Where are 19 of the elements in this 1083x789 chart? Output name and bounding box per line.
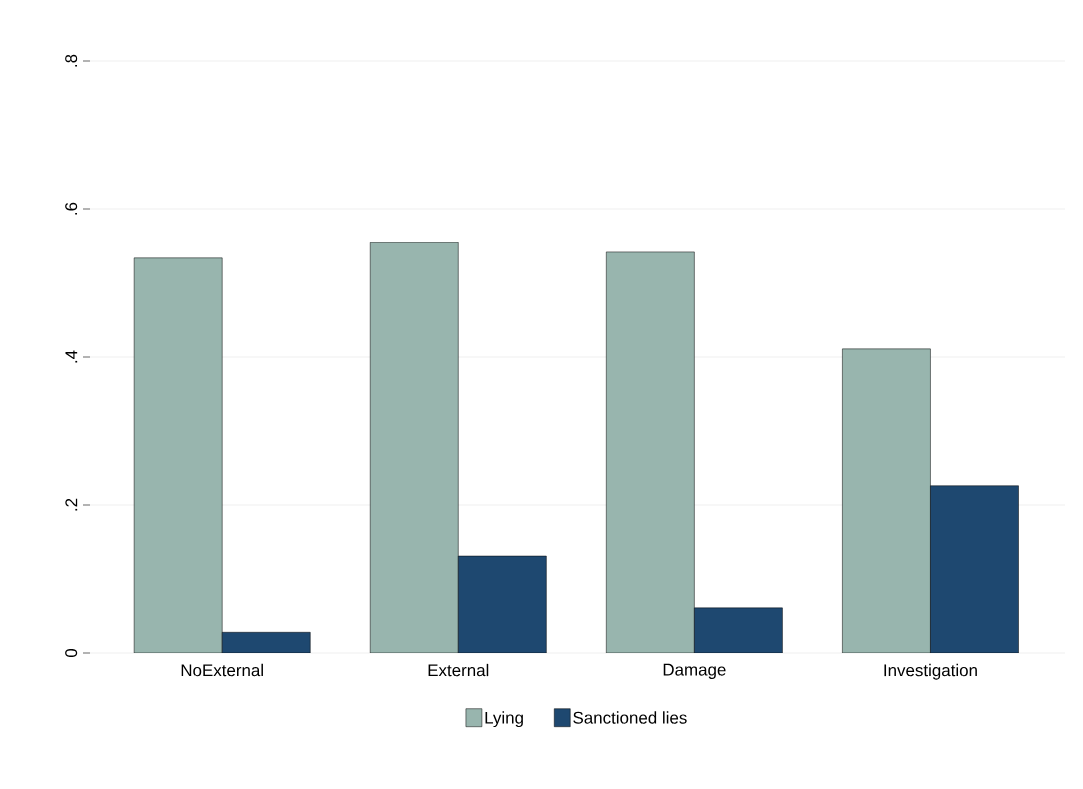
bar <box>694 607 783 653</box>
legend-label: Sanctioned lies <box>573 711 687 724</box>
x-tick-label: Investigation <box>884 663 977 680</box>
x-tick-label: Damage <box>663 663 726 680</box>
x-tick-label: NoExternal <box>181 663 263 677</box>
y-tick-label: .6 <box>65 202 78 215</box>
bar <box>930 485 1019 653</box>
bar <box>369 242 459 653</box>
y-tick-label: .2 <box>65 498 78 511</box>
bar <box>606 251 695 653</box>
bar <box>133 257 223 653</box>
x-tick-label: External <box>428 663 489 677</box>
bar <box>221 632 311 653</box>
y-tick-label: 0 <box>65 648 78 658</box>
y-tick-label: .8 <box>65 54 78 67</box>
y-tick-label: .4 <box>65 350 78 363</box>
bar <box>458 555 547 653</box>
bar <box>842 348 931 653</box>
legend-label: Lying <box>485 711 523 728</box>
